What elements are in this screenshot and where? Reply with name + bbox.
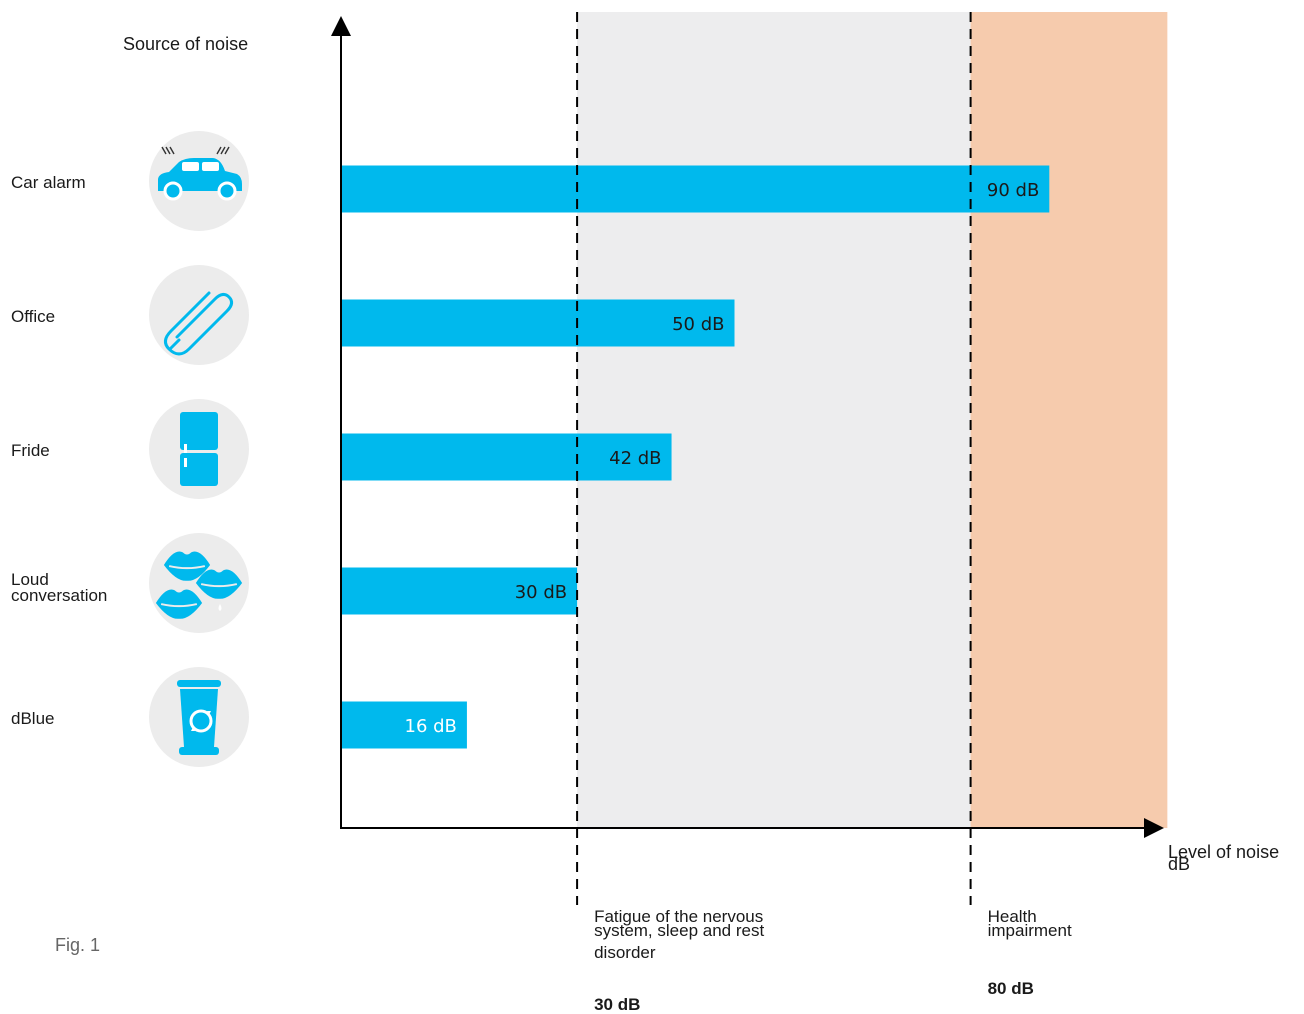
dblue-device-icon (149, 667, 249, 767)
bar-1 (341, 166, 1049, 213)
threshold-value-label: 30 dB (594, 995, 640, 1014)
bar-value-label: 30 dB (515, 582, 567, 603)
fridge-icon (149, 399, 249, 499)
category-label: Loud conversation (11, 570, 107, 605)
paperclip-icon (149, 265, 249, 365)
bar-value-label: 16 dB (405, 716, 457, 737)
category-label: Fride (11, 441, 50, 460)
threshold-value-label: 80 dB (988, 979, 1034, 998)
figure-label: Fig. 1 (55, 935, 100, 955)
lips-icon (149, 533, 249, 633)
threshold-zone-1 (577, 12, 971, 828)
category-label: dBlue (11, 709, 54, 728)
threshold-zone-2 (971, 12, 1168, 828)
y-axis-title: Source of noise (123, 34, 248, 54)
threshold-label: Health impairment (988, 907, 1072, 940)
threshold-label: Fatigue of the nervous system, sleep and … (594, 907, 764, 962)
bar-value-label: 42 dB (609, 448, 661, 469)
bar-value-label: 50 dB (672, 314, 724, 335)
category-label: Car alarm (11, 173, 86, 192)
car-alarm-icon (149, 131, 249, 231)
bar-value-label: 90 dB (987, 180, 1039, 201)
category-label: Office (11, 307, 55, 326)
x-axis-title: Level of noise dB (1168, 842, 1279, 874)
